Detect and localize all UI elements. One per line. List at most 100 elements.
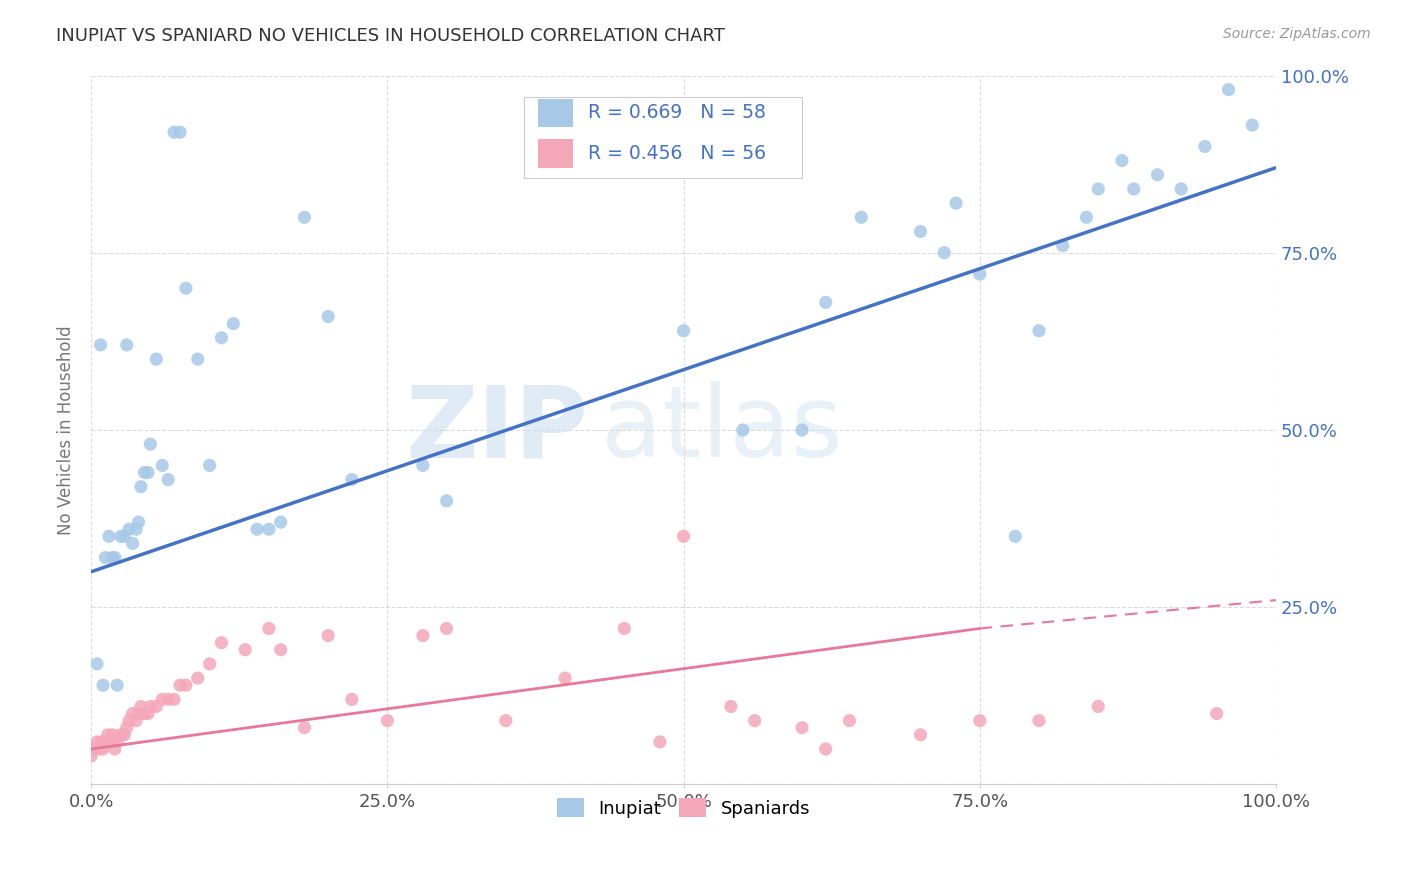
Point <box>294 721 316 735</box>
Point <box>125 522 148 536</box>
Point <box>672 529 695 543</box>
Point <box>257 522 280 536</box>
Point <box>104 550 127 565</box>
Point <box>246 522 269 536</box>
Point <box>121 536 143 550</box>
Point <box>316 629 339 643</box>
Point <box>198 657 221 671</box>
Point <box>1111 153 1133 168</box>
Point <box>169 678 191 692</box>
Point <box>83 742 105 756</box>
Point <box>105 735 128 749</box>
Point <box>150 692 173 706</box>
Point <box>90 735 112 749</box>
Point <box>104 742 127 756</box>
Point <box>169 125 191 139</box>
Point <box>340 692 363 706</box>
FancyBboxPatch shape <box>523 97 801 178</box>
Point <box>128 515 150 529</box>
Point <box>851 211 873 225</box>
FancyBboxPatch shape <box>538 98 574 127</box>
Point <box>222 317 245 331</box>
Point <box>129 480 152 494</box>
Point <box>1194 139 1216 153</box>
Point <box>1087 699 1109 714</box>
Point <box>731 423 754 437</box>
Legend: Inupiat, Spaniards: Inupiat, Spaniards <box>550 791 817 825</box>
Point <box>115 338 138 352</box>
Point <box>495 714 517 728</box>
Point <box>211 635 233 649</box>
Point <box>1218 83 1240 97</box>
Point <box>163 125 186 139</box>
Point <box>934 245 956 260</box>
Point <box>270 515 292 529</box>
Point <box>91 678 114 692</box>
Point <box>1004 529 1026 543</box>
Point <box>110 529 132 543</box>
Point <box>969 267 991 281</box>
Point <box>744 714 766 728</box>
Point <box>187 352 209 367</box>
Point <box>128 706 150 721</box>
Point <box>814 742 837 756</box>
Point <box>1146 168 1168 182</box>
Text: R = 0.456   N = 56: R = 0.456 N = 56 <box>588 144 766 163</box>
Point <box>672 324 695 338</box>
FancyBboxPatch shape <box>538 139 574 168</box>
Point <box>134 706 156 721</box>
Text: atlas: atlas <box>600 382 842 478</box>
Point <box>945 196 967 211</box>
Point <box>412 629 434 643</box>
Point <box>1170 182 1192 196</box>
Point <box>1205 706 1227 721</box>
Point <box>86 657 108 671</box>
Point <box>1052 238 1074 252</box>
Point <box>613 622 636 636</box>
Point <box>97 728 120 742</box>
Text: INUPIAT VS SPANIARD NO VEHICLES IN HOUSEHOLD CORRELATION CHART: INUPIAT VS SPANIARD NO VEHICLES IN HOUSE… <box>56 27 725 45</box>
Point <box>145 699 167 714</box>
Point <box>1241 118 1264 132</box>
Point <box>145 352 167 367</box>
Point <box>94 550 117 565</box>
Point <box>814 295 837 310</box>
Point <box>436 622 458 636</box>
Text: R = 0.669   N = 58: R = 0.669 N = 58 <box>588 103 765 122</box>
Point <box>150 458 173 473</box>
Point <box>211 331 233 345</box>
Point <box>139 437 162 451</box>
Point <box>121 706 143 721</box>
Point <box>257 622 280 636</box>
Point <box>969 714 991 728</box>
Point <box>412 458 434 473</box>
Point <box>110 728 132 742</box>
Point <box>98 735 121 749</box>
Point <box>90 338 112 352</box>
Point <box>316 310 339 324</box>
Point <box>910 728 932 742</box>
Point <box>89 742 111 756</box>
Point <box>115 721 138 735</box>
Point <box>1028 324 1050 338</box>
Point <box>790 423 813 437</box>
Point <box>174 281 197 295</box>
Text: ZIP: ZIP <box>406 382 589 478</box>
Point <box>139 699 162 714</box>
Point <box>80 749 103 764</box>
Point <box>436 494 458 508</box>
Point <box>294 211 316 225</box>
Point <box>340 473 363 487</box>
Point <box>129 699 152 714</box>
Point <box>125 714 148 728</box>
Point <box>118 522 141 536</box>
Text: Source: ZipAtlas.com: Source: ZipAtlas.com <box>1223 27 1371 41</box>
Point <box>648 735 671 749</box>
Point <box>1122 182 1144 196</box>
Point <box>1087 182 1109 196</box>
Point <box>101 728 124 742</box>
Point <box>105 678 128 692</box>
Point <box>157 692 180 706</box>
Point <box>910 225 932 239</box>
Point <box>94 735 117 749</box>
